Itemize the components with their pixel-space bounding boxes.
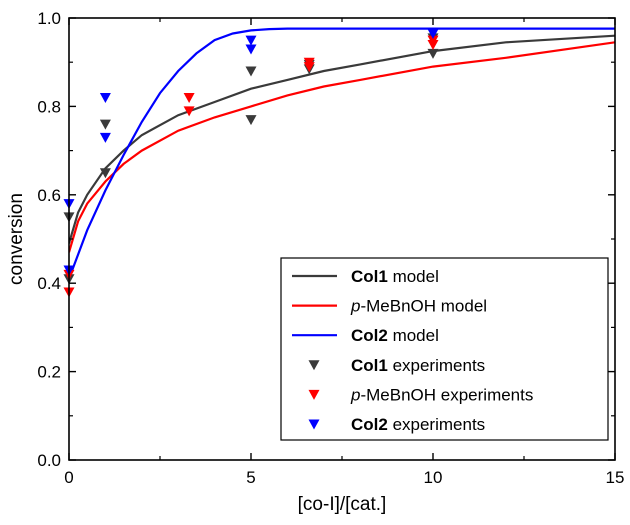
data-point-col1-experiments <box>99 168 111 179</box>
data-point-p-mebnoh-experiments <box>183 93 195 104</box>
x-tick-label: 0 <box>64 468 73 487</box>
x-axis-label: [co-I]/[cat.] <box>298 494 387 515</box>
legend-label: Col1 model <box>351 267 439 286</box>
y-tick-label: 0.6 <box>37 186 61 205</box>
legend-marker-swatch <box>308 419 320 430</box>
series-line-col2-model <box>69 27 615 280</box>
axis-ticks <box>68 17 616 461</box>
legend-label: p-MeBnOH experiments <box>350 385 533 404</box>
legend-label: Col2 experiments <box>351 415 485 434</box>
x-tick-label: 10 <box>424 468 443 487</box>
data-point-col1-experiments <box>427 48 439 59</box>
data-point-p-mebnoh-experiments <box>183 106 195 117</box>
y-tick-label: 1.0 <box>37 9 61 28</box>
data-point-col2-experiments <box>245 44 257 55</box>
y-tick-label: 0.8 <box>37 97 61 116</box>
data-point-col2-experiments <box>99 93 111 104</box>
legend-item: p-MeBnOH model <box>292 297 487 316</box>
legend-item: Col2 experiments <box>308 415 485 434</box>
data-point-col2-experiments <box>245 35 257 46</box>
y-tick-label: 0.0 <box>37 451 61 470</box>
data-point-col1-experiments <box>245 66 257 77</box>
x-tick-label: 5 <box>246 468 255 487</box>
data-point-p-mebnoh-experiments <box>427 40 439 51</box>
legend-box <box>280 257 609 441</box>
legend-marker-swatch <box>308 389 320 400</box>
data-point-col1-experiments <box>99 119 111 130</box>
legend-item: Col2 model <box>292 326 439 345</box>
y-axis-label: conversion <box>6 193 27 285</box>
data-point-col1-experiments <box>245 115 257 126</box>
legend-marker-swatch <box>308 360 320 371</box>
data-point-p-mebnoh-experiments <box>303 62 315 73</box>
legend-label: Col2 model <box>351 326 439 345</box>
legend: Col1 model p-MeBnOH model Col2 model Col1 e… <box>280 257 609 441</box>
plot-content <box>63 27 615 298</box>
data-point-col2-experiments <box>99 132 111 143</box>
legend-label: Col1 experiments <box>351 356 485 375</box>
y-tick-label: 0.4 <box>37 274 61 293</box>
series-line-col1-model <box>69 34 615 244</box>
legend-item: Col1 model <box>292 267 439 286</box>
x-tick-label: 15 <box>606 468 625 487</box>
legend-label: p-MeBnOH model <box>350 297 487 316</box>
legend-item: Col1 experiments <box>308 356 485 375</box>
series-line-p-mebnoh-model <box>69 41 615 253</box>
data-point-col2-experiments <box>427 28 439 39</box>
legend-item: p-MeBnOH experiments <box>308 385 533 404</box>
axis-tick-labels: 0 5 10 15 0.0 0.2 0.4 0.6 0.8 1.0 <box>37 9 624 487</box>
y-tick-label: 0.2 <box>37 363 61 382</box>
